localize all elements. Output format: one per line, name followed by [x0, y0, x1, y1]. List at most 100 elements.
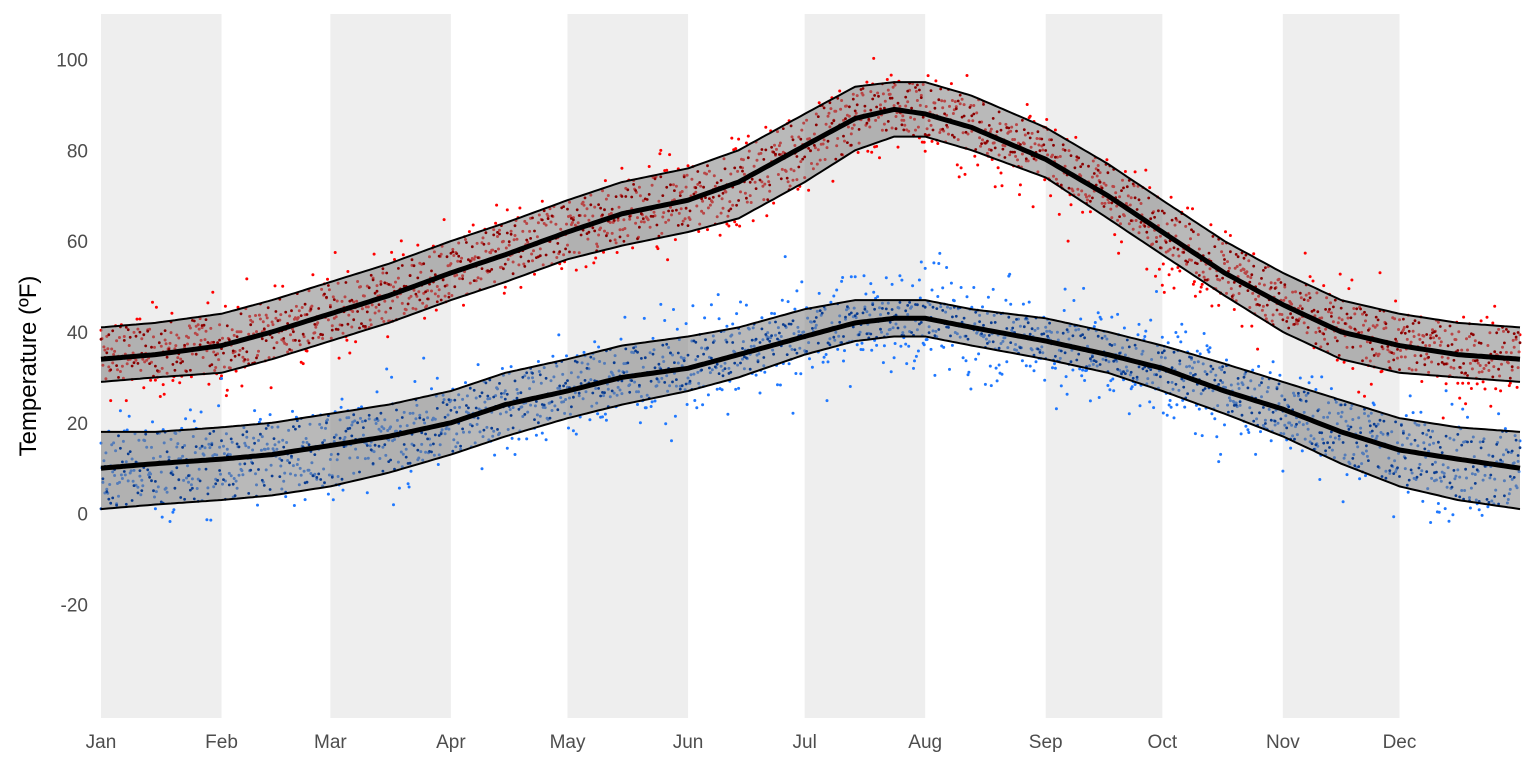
band-point: [1485, 498, 1489, 501]
data-point: [744, 141, 748, 145]
band-point: [1349, 316, 1353, 320]
band-point: [1403, 456, 1407, 460]
band-point: [711, 195, 715, 199]
band-point: [1207, 251, 1211, 255]
band-point: [1475, 359, 1479, 362]
data-point: [918, 296, 922, 300]
band-point: [564, 381, 567, 385]
data-point: [154, 305, 158, 309]
band-point: [350, 298, 354, 302]
band-point: [1230, 410, 1234, 413]
band-point: [997, 110, 1001, 114]
band-point: [686, 353, 690, 357]
band-point: [1297, 391, 1300, 395]
band-point: [1145, 369, 1149, 373]
band-point: [1440, 361, 1444, 364]
data-point: [876, 295, 880, 299]
data-point: [795, 289, 799, 293]
band-point: [435, 300, 439, 304]
band-point: [1246, 386, 1250, 390]
data-point: [1008, 272, 1012, 276]
band-point: [470, 245, 474, 249]
band-point: [1419, 473, 1423, 476]
band-point: [1153, 215, 1156, 219]
data-point: [1342, 360, 1346, 364]
band-point: [1413, 319, 1417, 323]
data-point: [464, 381, 467, 385]
band-point: [101, 477, 105, 481]
data-point: [969, 387, 973, 391]
data-point: [754, 373, 758, 377]
data-point: [1461, 381, 1465, 385]
data-point: [1054, 407, 1058, 411]
band-point: [834, 157, 838, 161]
data-point: [905, 362, 909, 366]
band-point: [896, 101, 900, 105]
band-point: [1503, 341, 1506, 345]
data-point: [1411, 411, 1415, 415]
band-point: [937, 98, 941, 102]
band-point: [220, 439, 223, 443]
data-point: [1247, 431, 1251, 434]
data-point: [865, 80, 869, 84]
band-point: [537, 421, 540, 425]
band-point: [1291, 316, 1294, 319]
data-point: [875, 343, 879, 347]
data-point: [1136, 333, 1140, 337]
band-point: [653, 366, 657, 370]
data-point: [1059, 384, 1063, 388]
band-point: [218, 338, 222, 342]
band-point: [435, 407, 439, 410]
band-point: [1019, 143, 1022, 146]
data-point: [1183, 405, 1187, 409]
data-point: [934, 79, 938, 83]
data-point: [659, 302, 663, 306]
band-point: [869, 108, 873, 112]
band-point: [156, 369, 159, 372]
data-point: [346, 270, 350, 273]
data-point: [1174, 331, 1178, 334]
band-point: [624, 347, 628, 351]
band-point: [1493, 495, 1497, 498]
band-point: [1411, 322, 1415, 325]
data-point: [1404, 414, 1408, 418]
data-point: [1157, 267, 1161, 271]
data-point: [1436, 502, 1440, 505]
band-point: [229, 437, 233, 441]
data-point: [158, 395, 162, 398]
band-point: [1054, 155, 1057, 159]
band-point: [329, 305, 332, 309]
band-point: [1493, 350, 1497, 354]
band-point: [447, 295, 451, 299]
band-point: [367, 413, 371, 417]
band-point: [282, 445, 286, 449]
data-point: [551, 354, 555, 358]
data-point: [1028, 114, 1032, 118]
data-point: [1020, 359, 1024, 363]
data-point: [1205, 287, 1209, 291]
data-point: [638, 421, 642, 425]
band-point: [851, 97, 855, 101]
data-point: [631, 246, 635, 250]
y-tick-label: 20: [67, 414, 88, 435]
band-point: [132, 361, 136, 365]
band-point: [1036, 130, 1040, 134]
data-point: [1515, 385, 1519, 389]
band-point: [1246, 289, 1250, 292]
band-point: [1157, 351, 1160, 355]
data-point: [1358, 477, 1362, 481]
data-point: [234, 369, 238, 373]
band-point: [735, 203, 738, 207]
band-point: [424, 290, 427, 294]
y-tick-label: 100: [56, 50, 88, 71]
data-point: [1117, 251, 1121, 255]
band-point: [305, 480, 309, 484]
band-point: [1032, 353, 1036, 357]
band-point: [286, 322, 289, 325]
data-point: [965, 295, 969, 299]
band-point: [140, 489, 144, 492]
band-point: [863, 104, 867, 108]
band-point: [671, 209, 674, 213]
band-point: [451, 250, 455, 254]
band-point: [356, 310, 359, 313]
